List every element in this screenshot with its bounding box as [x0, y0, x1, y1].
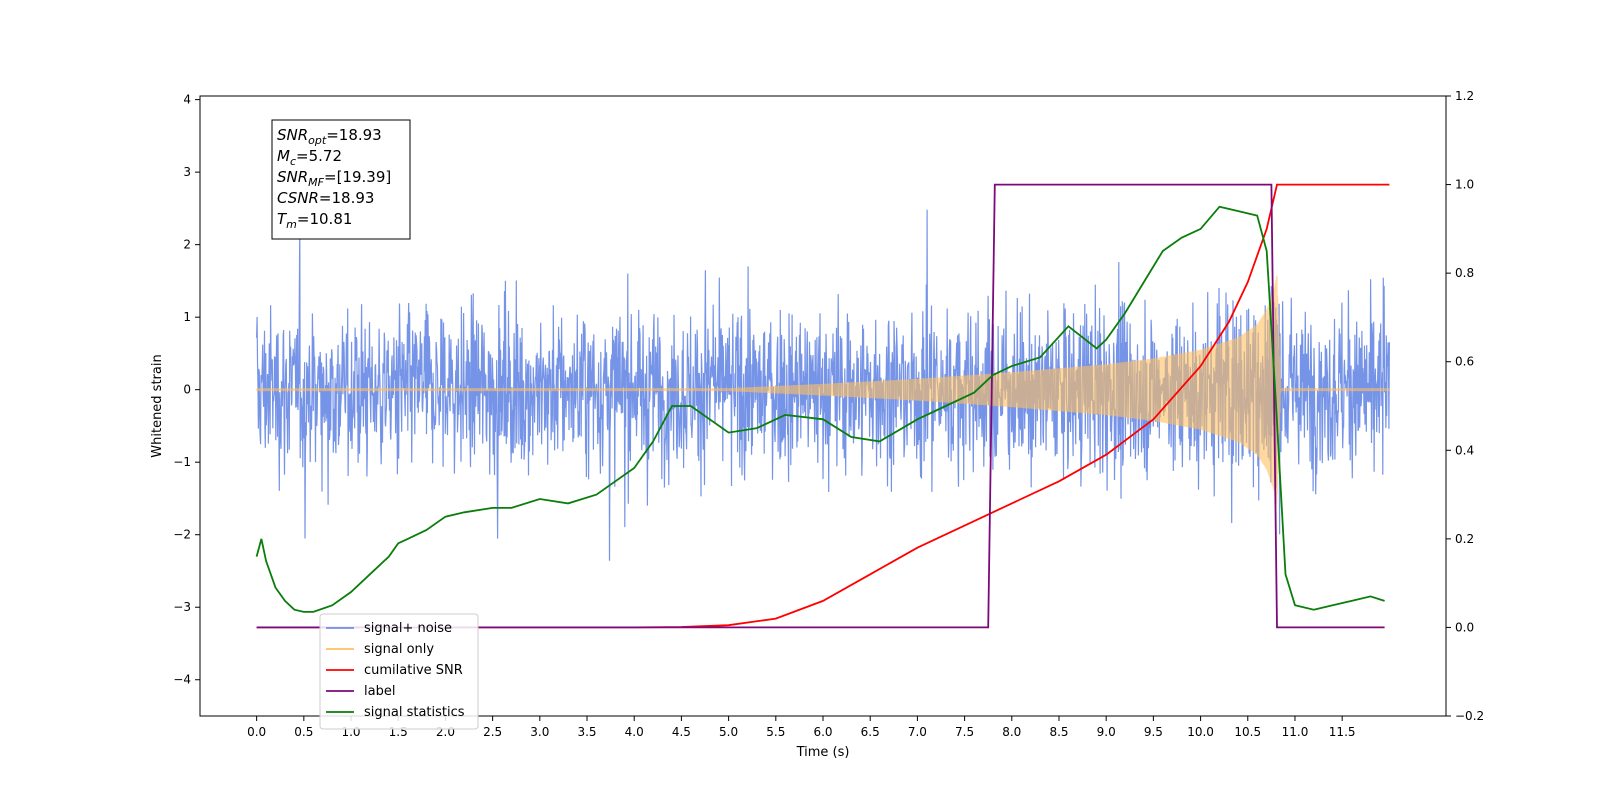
annotation-line: Mc=5.72 [277, 147, 342, 168]
x-tick-label: 11.5 [1329, 725, 1356, 739]
y-left-tick-label: 0 [183, 383, 191, 397]
series-signal-only [256, 275, 1390, 505]
x-tick-label: 10.5 [1234, 725, 1261, 739]
y-left-tick-label: −3 [173, 600, 191, 614]
y-right-tick-label: 0.2 [1455, 532, 1474, 546]
x-tick-label: 10.0 [1187, 725, 1214, 739]
legend-item-label: cumilative SNR [364, 663, 463, 678]
y-left-tick-label: −1 [173, 455, 191, 469]
axes-layer: 0.0 0.5 1.0 1.5 2.0 2.5 3.0 3.5 4.0 4.5 5.0 5.5 6.0 6… [173, 89, 1484, 739]
x-tick-label: 3.0 [530, 725, 549, 739]
y-right-tick-label: 1.0 [1455, 178, 1474, 192]
series-layer [255, 183, 1390, 629]
x-axis-label: Time (s) [796, 745, 850, 760]
y-right-tick-label: 0.0 [1455, 620, 1474, 634]
x-tick-label: 7.5 [955, 725, 974, 739]
x-tick-label: 9.0 [1097, 725, 1116, 739]
y-right-tick-label: −0.2 [1455, 709, 1484, 723]
x-tick-label: 3.5 [577, 725, 596, 739]
x-tick-label: 5.0 [719, 725, 738, 739]
x-tick-label: 0.0 [247, 725, 266, 739]
series-cumilative-snr [256, 183, 1390, 629]
annotation-line: CSNR=18.93 [277, 189, 374, 207]
legend-frame [319, 613, 479, 730]
x-tick-label: 4.5 [672, 725, 691, 739]
legend-item-label: signal statistics [364, 705, 465, 720]
annotation-line: SNRopt=18.93 [277, 126, 382, 147]
y-right-tick-label: 0.4 [1455, 443, 1474, 457]
x-tick-label: 5.5 [766, 725, 785, 739]
y-right-tick-label: 0.6 [1455, 355, 1474, 369]
x-tick-label: 8.5 [1049, 725, 1068, 739]
x-tick-label: 9.5 [1144, 725, 1163, 739]
annotation-frame [271, 119, 411, 240]
y-right-tick-label: 1.2 [1455, 89, 1474, 103]
y-axis-label-left: Whitened strain [150, 354, 165, 457]
annotation-box: SNRopt=18.93Mc=5.72SNRMF=[19.39]CSNR=18.… [271, 119, 411, 240]
x-tick-label: 7.0 [908, 725, 927, 739]
legend-item-label: signal only [364, 642, 434, 657]
x-tick-label: 6.5 [861, 725, 880, 739]
annotation-line: Tm=10.81 [277, 210, 352, 231]
x-tick-label: 0.5 [294, 725, 313, 739]
y-left-tick-label: 4 [183, 93, 191, 107]
x-tick-label: 11.0 [1282, 725, 1309, 739]
x-tick-label: 2.5 [483, 725, 502, 739]
x-tick-label: 8.0 [1002, 725, 1021, 739]
y-left-tick-label: −4 [173, 673, 191, 687]
legend-item-label: signal+ noise [364, 621, 452, 636]
x-tick-label: 6.0 [813, 725, 832, 739]
y-left-tick-label: 1 [183, 310, 191, 324]
series-label [256, 183, 1385, 629]
annotation-line: SNRMF=[19.39] [277, 168, 391, 189]
y-right-tick-label: 0.8 [1455, 266, 1474, 280]
series-signal-statistics [255, 205, 1385, 613]
y-left-tick-label: 2 [183, 238, 191, 252]
x-tick-label: 4.0 [625, 725, 644, 739]
legend-item-label: label [364, 684, 395, 699]
y-left-tick-label: −2 [173, 528, 191, 542]
y-left-tick-label: 3 [183, 165, 191, 179]
legend: signal+ noise signal only cumilative SNR la… [319, 613, 479, 730]
